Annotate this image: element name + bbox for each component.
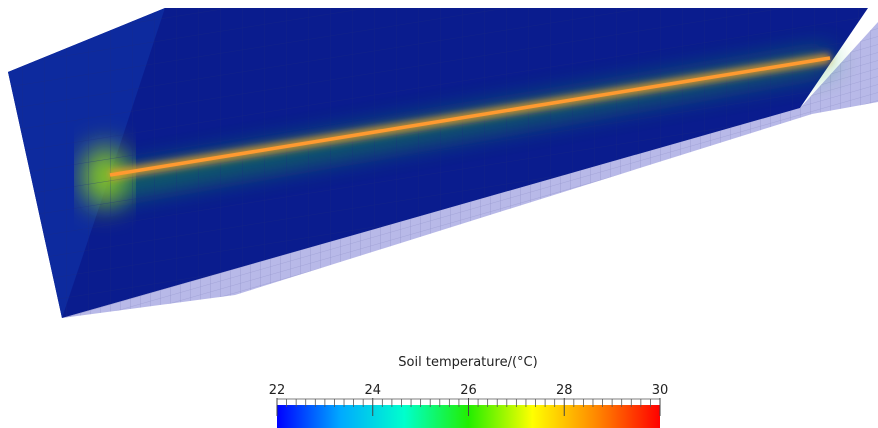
- colorbar-tick-label: 22: [269, 383, 286, 398]
- colorbar-title: Soil temperature/(°C): [398, 355, 537, 370]
- domain-mesh: [8, 8, 868, 318]
- colorbar-tick-label: 24: [364, 383, 381, 398]
- colorbar-tick-label: 28: [556, 383, 573, 398]
- colorbar: 22 24 26 28 30: [269, 383, 669, 428]
- colorbar-tick-label: 30: [652, 383, 669, 398]
- colorbar-tick-label: 26: [460, 383, 477, 398]
- pipe: [109, 56, 831, 177]
